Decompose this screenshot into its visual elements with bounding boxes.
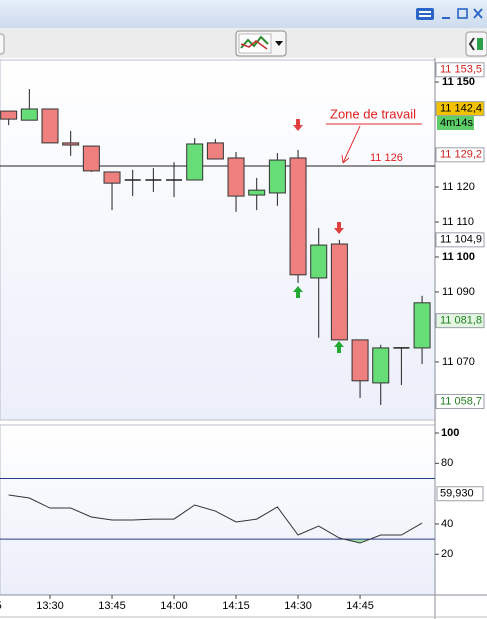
- price-label: 11 142,4: [440, 103, 482, 115]
- x-tick-label: 13:15: [0, 600, 2, 612]
- candle-body: [227, 157, 245, 197]
- candle-body: [103, 171, 121, 184]
- price-label-box: [435, 313, 485, 329]
- price-label-box: [435, 232, 485, 248]
- y-tick-label: 11 120: [442, 181, 475, 193]
- candle-body: [186, 143, 204, 181]
- candle-body: [41, 108, 59, 144]
- y-tick-label: 80: [441, 457, 453, 469]
- y-tick-label: 100: [441, 427, 459, 439]
- candle-body: [372, 347, 390, 384]
- oscillator-panel: [0, 424, 436, 596]
- candle-body: [289, 157, 307, 276]
- reference-label: 11 126: [370, 152, 403, 164]
- value-marker-box: [436, 486, 484, 502]
- x-tick-label: 13:45: [98, 600, 126, 612]
- x-tick-label: 13:30: [36, 600, 64, 612]
- candle-body: [20, 108, 38, 121]
- y-tick-label: 11 070: [442, 356, 475, 368]
- toolbar-button[interactable]: [0, 33, 5, 55]
- price-label-box: [435, 393, 485, 409]
- y-tick-label: 40: [441, 518, 453, 530]
- axes: 11 150 11 120 11 110 11 100 11 090 11 070 11 1…: [435, 62, 485, 560]
- price-label-box: [435, 62, 485, 78]
- candle-body: [206, 142, 224, 160]
- y-tick-label: 11 110: [442, 216, 474, 228]
- price-label: 11 104,9: [440, 234, 482, 246]
- y-tick-label: 11 150: [442, 76, 475, 88]
- price-plot: [0, 89, 435, 405]
- x-tick-label: 14:30: [284, 600, 312, 612]
- annotation-arrow: [326, 123, 422, 164]
- y-tick-label: 20: [441, 548, 453, 560]
- x-tick-label: 14:00: [160, 600, 188, 612]
- y-tick-label: 11 090: [442, 286, 475, 298]
- candle-body: [310, 244, 328, 279]
- price-label: 11 129,2: [440, 149, 482, 161]
- candle-body: [351, 339, 369, 382]
- countdown-box: [437, 116, 474, 130]
- candle-body: [413, 302, 431, 349]
- x-tick-label: 14:45: [346, 600, 374, 612]
- oscillator-line: [8, 494, 423, 544]
- candle-body: [248, 189, 266, 196]
- title-bar: [0, 0, 487, 28]
- price-label: 11 081,8: [440, 315, 482, 327]
- chart-type-button[interactable]: [235, 30, 287, 57]
- price-label-box: [435, 147, 485, 163]
- window-controls[interactable]: [416, 8, 483, 20]
- toolbar-icon[interactable]: [465, 31, 487, 57]
- candle-body: [330, 243, 348, 341]
- countdown: 4m14s: [440, 117, 474, 129]
- price-label: 11 153,5: [440, 64, 482, 76]
- candle-body: [82, 145, 100, 172]
- signal-arrows: [293, 119, 344, 353]
- oscillator-plot: [0, 477, 435, 544]
- price-label: 11 058,7: [440, 395, 482, 407]
- candle-body: [268, 159, 286, 194]
- candle-body: [0, 110, 18, 120]
- annotation: Zone de travail: [330, 106, 416, 121]
- candle-body: [62, 142, 80, 146]
- value-marker-label: 59,930: [440, 488, 474, 500]
- y-tick-label: 11 100: [442, 251, 475, 263]
- x-tick-label: 14:15: [222, 600, 250, 612]
- price-label-box: [435, 101, 485, 117]
